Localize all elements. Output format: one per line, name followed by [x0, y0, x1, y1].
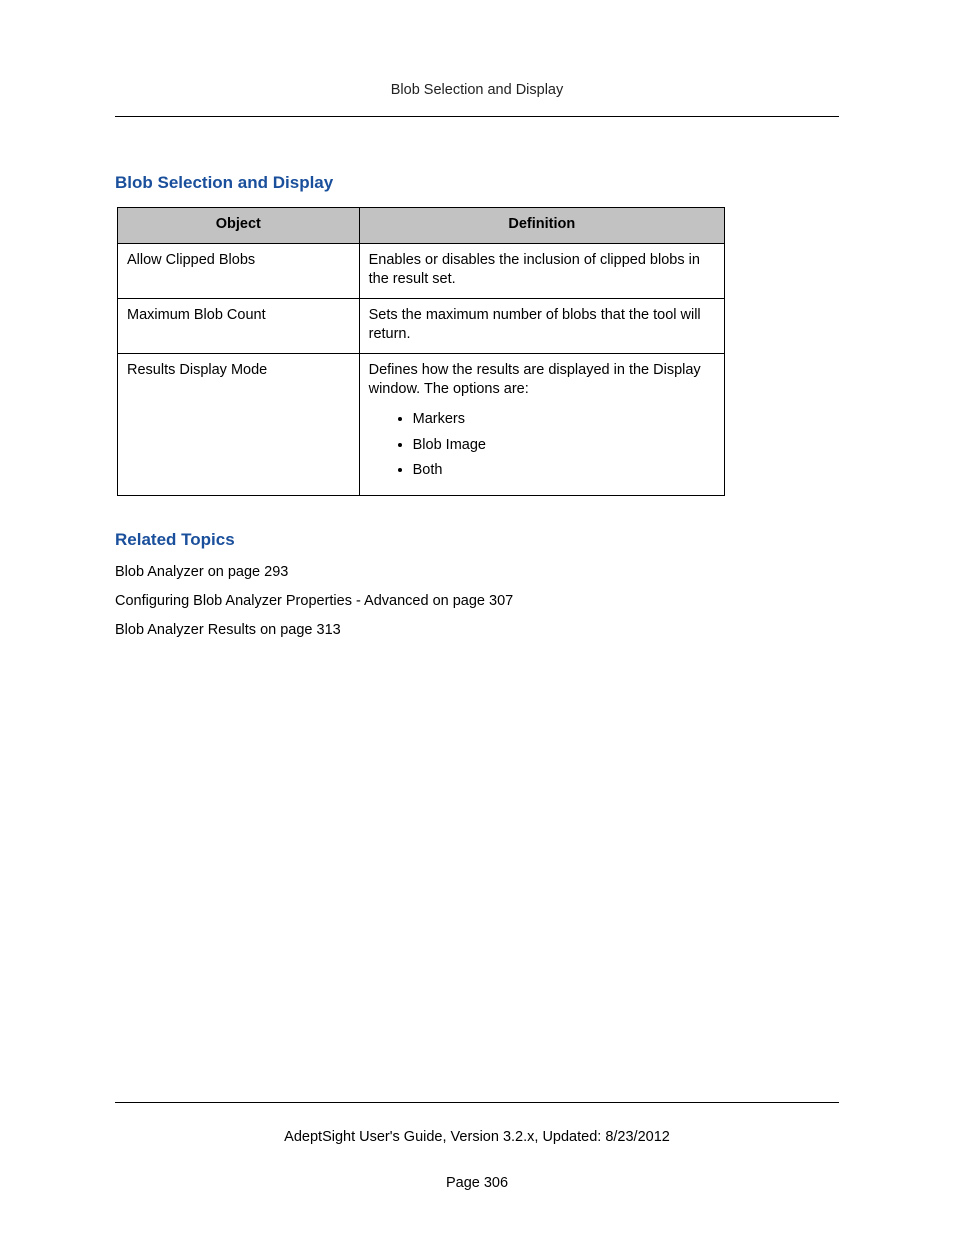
definition-table: Object Definition Allow Clipped Blobs En… [117, 207, 725, 496]
table-row: Maximum Blob Count Sets the maximum numb… [118, 298, 725, 353]
cell-definition: Defines how the results are displayed in… [359, 353, 724, 495]
footer-guide-info: AdeptSight User's Guide, Version 3.2.x, … [115, 1129, 839, 1145]
running-header: Blob Selection and Display [115, 82, 839, 98]
cell-definition: Enables or disables the inclusion of cli… [359, 243, 724, 298]
related-topics-title: Related Topics [115, 530, 839, 550]
cell-object: Allow Clipped Blobs [118, 243, 360, 298]
document-page: Blob Selection and Display Blob Selectio… [0, 0, 954, 1235]
table-header-row: Object Definition [118, 208, 725, 244]
related-link: Configuring Blob Analyzer Properties - A… [115, 593, 839, 609]
table-row: Results Display Mode Defines how the res… [118, 353, 725, 495]
cell-object: Results Display Mode [118, 353, 360, 495]
table-row: Allow Clipped Blobs Enables or disables … [118, 243, 725, 298]
list-item: Blob Image [413, 436, 715, 456]
definition-intro: Defines how the results are displayed in… [369, 362, 701, 398]
col-header-definition: Definition [359, 208, 724, 244]
list-item: Markers [413, 410, 715, 430]
section-title: Blob Selection and Display [115, 173, 839, 193]
cell-object: Maximum Blob Count [118, 298, 360, 353]
header-rule [115, 116, 839, 117]
cell-definition: Sets the maximum number of blobs that th… [359, 298, 724, 353]
options-list: Markers Blob Image Both [369, 410, 715, 481]
footer-rule [115, 1102, 839, 1103]
related-link: Blob Analyzer Results on page 313 [115, 622, 839, 638]
related-link: Blob Analyzer on page 293 [115, 564, 839, 580]
col-header-object: Object [118, 208, 360, 244]
footer-page-number: Page 306 [115, 1175, 839, 1191]
page-footer: AdeptSight User's Guide, Version 3.2.x, … [115, 1102, 839, 1191]
list-item: Both [413, 461, 715, 481]
